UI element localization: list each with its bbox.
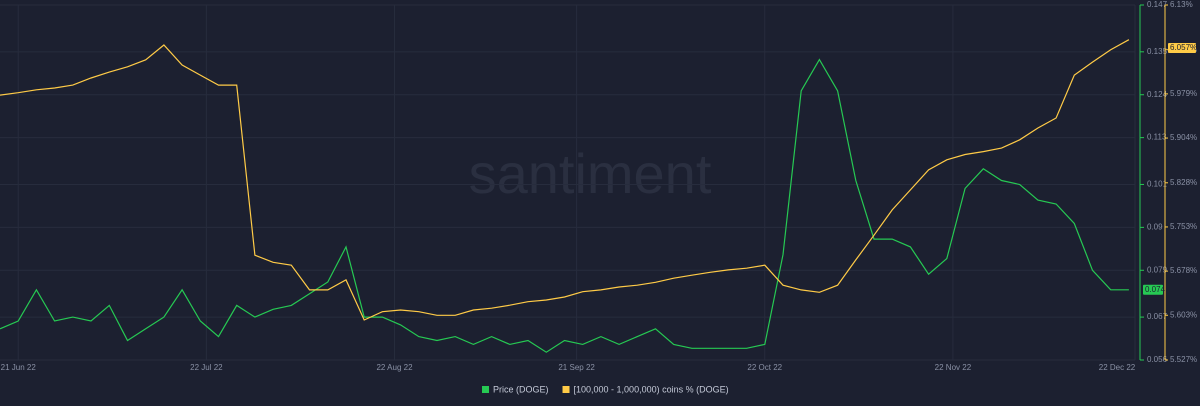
y2-tick-label: 6.13% [1170, 0, 1193, 9]
y-tick-label: 0.113 [1147, 133, 1167, 142]
current-value-label: 6.057% [1170, 43, 1197, 52]
y-tick-label: 0.124 [1147, 90, 1168, 99]
y2-tick-label: 5.828% [1170, 178, 1197, 187]
line [0, 58, 1129, 353]
legend-swatch[interactable] [562, 386, 570, 393]
legend-label[interactable]: Price (DOGE) [493, 384, 549, 394]
y2-tick-label: 5.979% [1170, 89, 1197, 98]
current-value-label: 0.074 [1145, 285, 1166, 294]
x-tick-label: 21 Sep 22 [558, 363, 595, 372]
y-tick-label: 0.101 [1147, 180, 1168, 189]
y2-tick-label: 5.603% [1170, 310, 1197, 319]
y-tick-label: 0.147 [1147, 0, 1168, 9]
y-tick-label: 0.067 [1147, 312, 1168, 321]
y-tick-label: 0.135 [1147, 47, 1168, 56]
x-tick-label: 22 Aug 22 [376, 363, 413, 372]
y2-tick-label: 5.678% [1170, 266, 1197, 275]
y2-tick-label: 5.904% [1170, 133, 1197, 142]
y-tick-label: 0.079 [1147, 265, 1168, 274]
x-tick-label: 22 Oct 22 [747, 363, 782, 372]
y-tick-label: 0.056 [1147, 355, 1168, 364]
watermark: santiment [469, 142, 712, 205]
y2-tick-label: 5.527% [1170, 355, 1197, 364]
legend-label[interactable]: [100,000 - 1,000,000) coins % (DOGE) [574, 384, 729, 394]
x-tick-label: 22 Jul 22 [190, 363, 223, 372]
y-tick-label: 0.09 [1147, 222, 1163, 231]
x-tick-label: 21 Jun 22 [1, 363, 37, 372]
x-tick-label: 22 Nov 22 [935, 363, 972, 372]
y2-tick-label: 5.753% [1170, 222, 1197, 231]
current-value-box [1143, 284, 1163, 295]
legend-swatch[interactable] [482, 386, 489, 393]
current-value-box [1168, 42, 1196, 53]
x-tick-label: 22 Dec 22 [1099, 363, 1136, 372]
line [0, 39, 1130, 321]
